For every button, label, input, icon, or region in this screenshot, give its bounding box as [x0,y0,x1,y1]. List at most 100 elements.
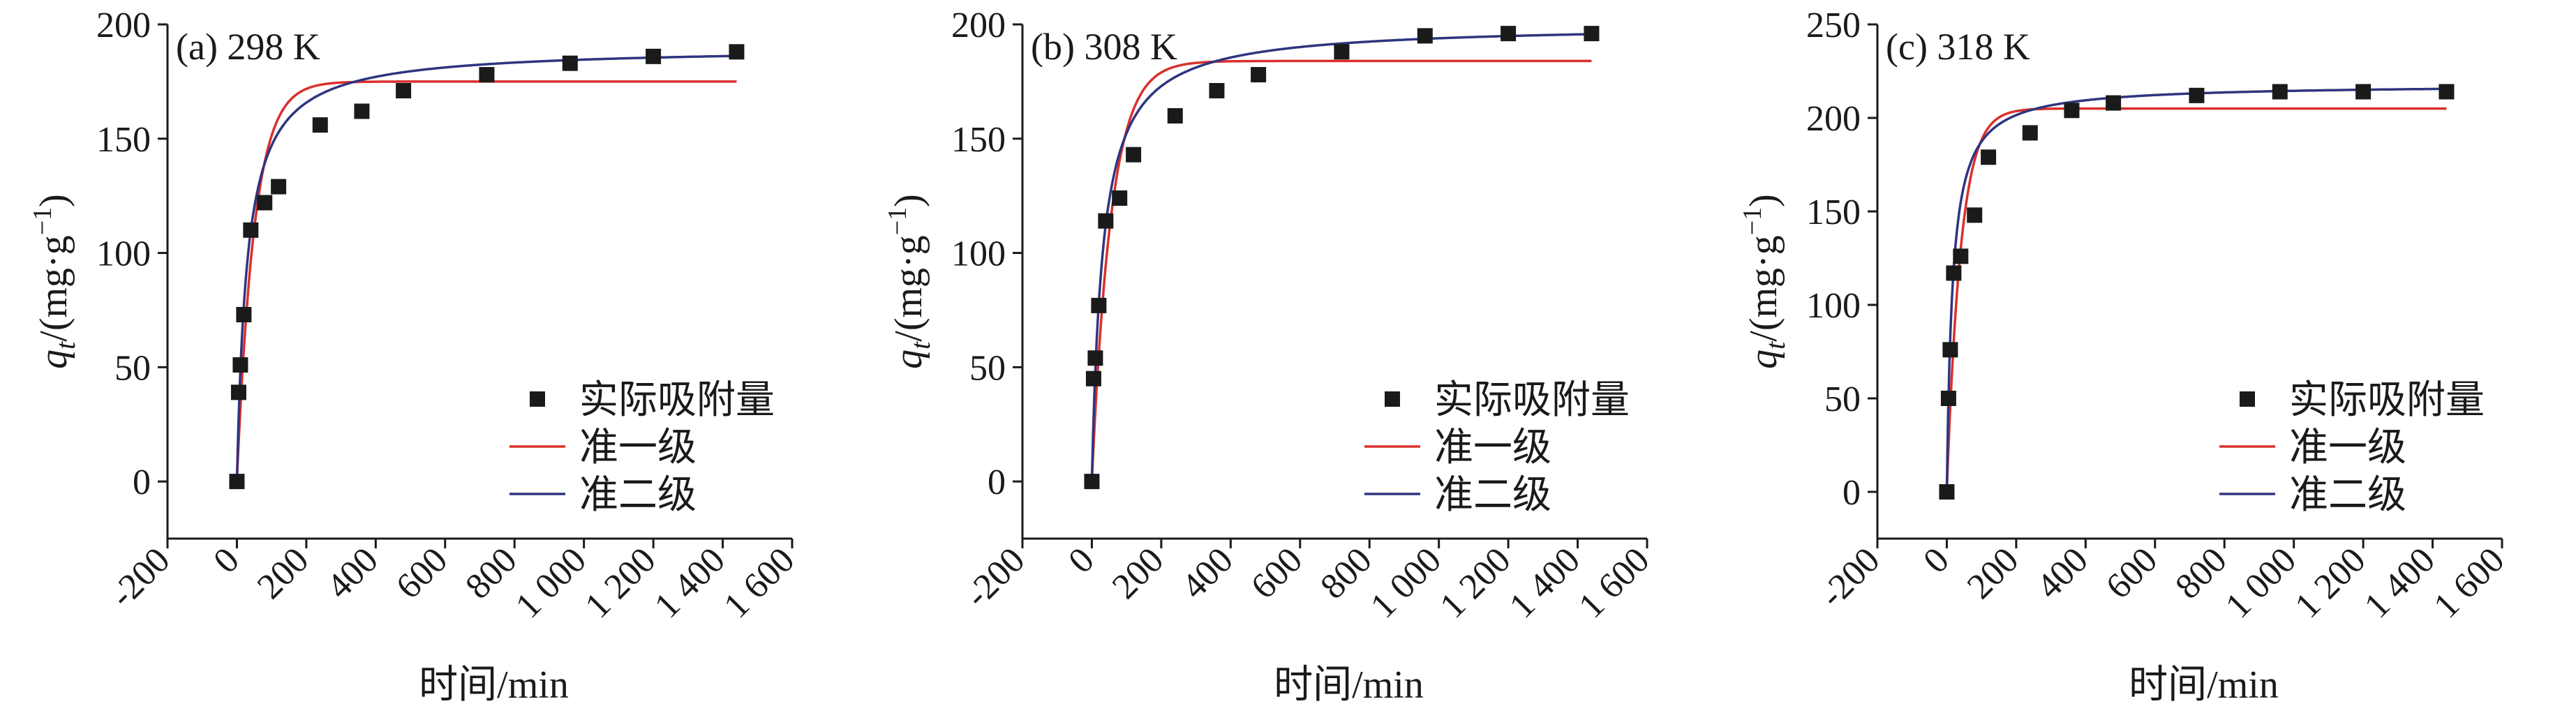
data-point [1084,474,1100,490]
data-point [257,195,273,211]
y-axis-title: qt/(mg·g−1) [1738,194,1791,369]
data-point [1334,44,1350,60]
x-tick-label: -200 [958,540,1033,615]
legend-label: 准二级 [2289,474,2406,517]
legend-label: 准一级 [1434,426,1551,470]
legend-label: 准二级 [579,474,697,517]
data-point [1209,82,1225,98]
data-point [229,474,245,490]
y-tick-label: 0 [1842,473,1861,513]
y-tick-label: 150 [96,120,151,160]
x-tick-label: 1 000 [508,540,594,626]
legend-label: 准二级 [1434,474,1551,517]
data-point [1946,265,1962,281]
data-point [729,44,745,60]
axes-frame [166,24,792,540]
data-point [1251,67,1267,83]
x-tick-label: 200 [1960,540,2026,606]
data-point [1091,297,1107,313]
legend-marker [530,391,545,407]
x-tick-label: 200 [1105,540,1171,606]
legend-label: 准一级 [579,426,697,470]
data-point [1981,149,1997,165]
data-point [2272,84,2288,100]
y-axis-title: qt/(mg·g−1) [28,194,81,369]
data-point [2106,95,2122,111]
panel-title: (c) 318 K [1886,26,2030,68]
data-point [236,306,252,322]
y-tick-label: 50 [114,348,151,388]
data-point [1942,342,1958,358]
y-tick-label: 50 [1824,380,1861,419]
y-tick-label: 150 [951,120,1006,160]
data-point [1939,484,1955,500]
x-tick-label: 0 [206,540,247,581]
axes-frame [1021,24,1647,540]
data-point [230,384,246,400]
y-tick-label: 150 [1806,193,1861,232]
x-tick-label: 400 [1174,540,1240,606]
data-point [2022,125,2038,141]
x-tick-label: 400 [2029,540,2095,606]
y-tick-label: 100 [951,234,1006,274]
x-axis-title: 时间/min [2129,663,2279,707]
x-tick-label: 0 [1916,540,1957,581]
data-point [1087,350,1103,366]
data-point [271,179,287,195]
legend-label: 实际吸附量 [1434,379,1630,422]
x-tick-label: 400 [319,540,385,606]
data-point [232,357,248,373]
x-tick-label: 600 [2099,540,2165,606]
x-tick-label: 1 000 [2218,540,2304,626]
x-tick-label: 1 400 [2357,540,2443,626]
x-tick-label: -200 [103,540,178,615]
pfo-fit-line [1090,59,1592,482]
data-point [312,117,328,133]
y-tick-label: 0 [133,463,151,502]
data-point [1098,213,1114,229]
data-point [562,55,578,71]
data-point [1112,190,1128,206]
y-tick-label: 100 [1806,286,1861,326]
panel-title: (a) 298 K [176,26,320,68]
data-point [1584,26,1600,42]
data-point [1085,370,1101,387]
x-tick-label: 1 200 [578,540,664,626]
data-point [1940,391,1956,406]
x-axis-title: 时间/min [1274,663,1424,707]
data-point [2064,103,2080,119]
y-tick-label: 200 [951,6,1006,45]
data-point [354,103,370,119]
legend-label: 准一级 [2289,426,2406,470]
legend-label: 实际吸附量 [579,379,775,422]
x-tick-label: 1 600 [1571,540,1657,626]
data-point [396,82,412,98]
data-point [1967,207,1983,223]
y-tick-label: 200 [1806,99,1861,139]
data-point [2439,84,2455,100]
y-tick-label: 100 [96,234,151,274]
data-point [2189,87,2205,103]
panel-title: (b) 308 K [1031,26,1177,68]
x-tick-label: 1 000 [1363,540,1449,626]
data-point [1501,26,1517,42]
x-tick-label: 1 400 [1502,540,1588,626]
x-tick-label: 600 [389,540,455,606]
x-tick-label: 200 [250,540,316,606]
y-tick-label: 200 [96,6,151,45]
x-tick-label: 0 [1061,540,1102,581]
x-tick-label: 1 200 [1433,540,1519,626]
x-tick-label: 1 400 [647,540,733,626]
y-tick-label: 50 [969,348,1006,388]
x-tick-label: 1 600 [716,540,802,626]
x-tick-label: 600 [1244,540,1310,606]
y-tick-label: 250 [1806,6,1861,45]
legend-marker [2240,391,2255,407]
y-tick-label: 0 [988,463,1006,502]
x-tick-label: 1 600 [2426,540,2512,626]
data-point [1126,147,1142,163]
